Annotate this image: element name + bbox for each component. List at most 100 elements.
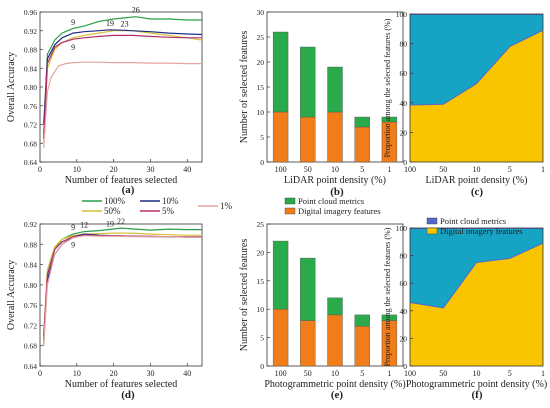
series-line-1pct xyxy=(43,61,202,148)
series-line-50pct xyxy=(43,232,202,336)
y-tick-label: 0.72 xyxy=(24,321,37,330)
x-tick-label: 5 xyxy=(360,369,364,378)
y-tick-label: 0 xyxy=(260,362,264,371)
y-tick-label: 0.92 xyxy=(24,220,37,229)
y-tick-label: 80 xyxy=(400,252,408,261)
y-tick-label: 0 xyxy=(260,158,264,167)
y-tick-label: 0.64 xyxy=(24,158,37,167)
y-tick-label: 20 xyxy=(400,128,408,137)
legend-label-1: 1% xyxy=(220,201,233,211)
bar-segment-point-cloud xyxy=(272,240,289,310)
x-tick-label: 1 xyxy=(387,165,391,174)
series-line-100pct xyxy=(43,227,202,346)
area-boundary-line xyxy=(409,29,544,106)
y-tick-label: 40 xyxy=(400,99,408,108)
series-line-10pct xyxy=(43,29,203,125)
legend-label-10: 10% xyxy=(162,196,179,206)
peak-annotation: 9 xyxy=(71,223,75,232)
y-tick-label: 10 xyxy=(257,108,265,117)
y-tick-label: 0.68 xyxy=(24,139,37,148)
x-tick-label: 40 xyxy=(183,369,191,378)
x-tick-label: 10 xyxy=(331,165,339,174)
series-line-10pct xyxy=(43,233,202,341)
series-line-5pct xyxy=(43,234,202,336)
series-line-5pct xyxy=(43,34,202,139)
panel-c: 0 20 40 60 80 100 100 50 10 5 1 LiDAR point density… xyxy=(383,10,545,198)
plot-frame xyxy=(39,11,203,163)
y-tick-label: 0.68 xyxy=(24,342,37,351)
panel-label: (b) xyxy=(330,186,344,198)
series-line-1pct xyxy=(43,235,202,346)
y-tick-label: 100 xyxy=(396,224,408,233)
y-tick-label: 60 xyxy=(400,69,408,78)
bar-segment-point-cloud xyxy=(354,314,370,327)
y-tick-label: 0.84 xyxy=(24,64,37,73)
y-tick-label: 0 xyxy=(403,158,407,167)
panel-label: (a) xyxy=(122,184,135,196)
bar-segment-digital xyxy=(354,326,370,367)
bar-segment-point-cloud xyxy=(381,116,398,123)
bar-segment-digital xyxy=(300,320,316,367)
bar-segment-point-cloud xyxy=(327,66,343,113)
bar-segment-digital xyxy=(327,111,343,163)
legend-label-digital: Digital imagery features xyxy=(298,206,381,216)
x-tick-label: 5 xyxy=(360,165,364,174)
bar-segment-point-cloud xyxy=(300,46,316,118)
plot-frame xyxy=(39,223,203,367)
peak-annotation: 19 xyxy=(106,19,114,28)
y-axis-label: Proportion among the selected features (… xyxy=(383,18,392,157)
legend-label-5: 5% xyxy=(162,206,175,216)
peak-annotation: 26 xyxy=(132,6,140,15)
density-legend: 100% 10% 1% 50% 5% xyxy=(82,196,233,216)
panel-label: (c) xyxy=(471,186,484,198)
y-tick-label: 60 xyxy=(400,279,408,288)
x-tick-label: 10 xyxy=(473,165,481,174)
y-tick-label: 0.76 xyxy=(24,102,37,111)
x-axis-label: Number of features selected xyxy=(65,175,177,186)
legend-swatch-point-cloud xyxy=(284,197,296,205)
y-axis-label: Number of selected features xyxy=(239,31,250,144)
x-tick-label: 30 xyxy=(146,369,154,378)
y-tick-label: 0.88 xyxy=(24,46,37,55)
x-tick-label: 1 xyxy=(541,165,545,174)
legend-label-point-cloud-area: Point cloud metrics xyxy=(440,216,506,226)
y-tick-label: 10 xyxy=(257,305,265,314)
y-tick-label: 0.80 xyxy=(24,83,37,92)
y-tick-label: 15 xyxy=(257,83,265,92)
y-tick-label: 30 xyxy=(257,8,265,17)
x-tick-label: 50 xyxy=(304,165,312,174)
x-tick-label: 10 xyxy=(331,369,339,378)
peak-annotation: 12 xyxy=(80,221,88,230)
x-tick-label: 5 xyxy=(508,369,512,378)
x-tick-label: 0 xyxy=(38,369,42,378)
y-tick-label: 0.84 xyxy=(24,261,37,270)
area-digital xyxy=(410,30,543,162)
y-tick-label: 0 xyxy=(403,362,407,371)
y-tick-label: 0.80 xyxy=(24,281,37,290)
y-tick-label: 5 xyxy=(260,133,264,142)
x-tick-label: 10 xyxy=(73,165,81,174)
peak-annotation: 9 xyxy=(71,43,75,52)
y-tick-label: 25 xyxy=(257,220,265,229)
y-axis-label: Overall Accuracy xyxy=(6,260,17,330)
peak-annotation: 9 xyxy=(71,241,75,250)
bar-segment-point-cloud xyxy=(327,297,343,316)
peak-annotation: 9 xyxy=(71,18,75,27)
bar-segment-point-cloud xyxy=(354,116,370,128)
legend-label-100: 100% xyxy=(104,196,126,206)
series-line-50pct xyxy=(43,30,203,144)
y-tick-label: 0.72 xyxy=(24,121,37,130)
y-tick-label: 0.88 xyxy=(24,240,37,249)
x-tick-label: 20 xyxy=(110,165,118,174)
peak-annotation: 23 xyxy=(121,19,129,28)
bar-segment-point-cloud xyxy=(272,31,289,113)
plot-frame xyxy=(409,227,544,367)
x-tick-label: 10 xyxy=(73,369,81,378)
y-tick-label: 20 xyxy=(257,248,265,257)
peak-annotation: 22 xyxy=(117,217,125,226)
y-tick-label: 0.76 xyxy=(24,301,37,310)
panel-d: 0 10 20 30 40 0.64 0.68 0.72 0.76 0.80 0.84 0.88 0.9… xyxy=(6,217,203,401)
panel-label: (d) xyxy=(121,389,135,401)
x-tick-label: 1 xyxy=(541,369,545,378)
